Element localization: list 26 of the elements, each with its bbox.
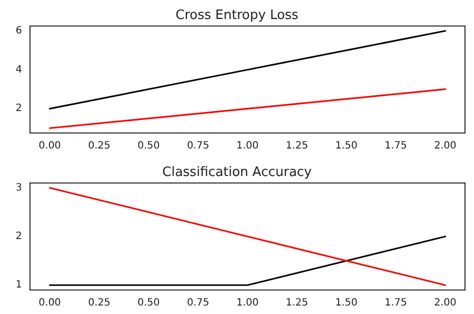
- x-tick-label: 0.50: [138, 140, 160, 152]
- x-tick-label: 0.75: [186, 298, 210, 308]
- x-tick-label: 1.75: [384, 298, 407, 308]
- x-tick-label: 2.00: [434, 140, 456, 152]
- x-tick-label: 0.25: [88, 298, 110, 308]
- x-tick-label: 0.00: [38, 298, 61, 308]
- y-tick-label: 1: [16, 280, 22, 291]
- x-tick-label: 1.25: [286, 140, 308, 152]
- y-tick-label: 2: [16, 231, 22, 242]
- y-tick-label: 2: [16, 103, 22, 114]
- x-tick-label: 1.75: [384, 140, 407, 152]
- y-tick-label: 4: [16, 64, 22, 76]
- x-tick-label: 0.00: [38, 140, 61, 152]
- x-tick-label: 1.25: [286, 298, 308, 308]
- x-tick-label: 0.75: [186, 140, 210, 152]
- y-tick-label: 3: [16, 182, 22, 194]
- x-tick-label: 2.00: [434, 298, 456, 308]
- y-tick-label: 6: [16, 25, 22, 36]
- x-tick-label: 1.00: [236, 298, 259, 308]
- x-tick-label: 1.50: [335, 298, 358, 308]
- x-tick-label: 0.25: [88, 140, 110, 152]
- x-tick-label: 0.50: [138, 298, 160, 308]
- chart-title: Classification Accuracy: [162, 165, 312, 180]
- x-tick-label: 1.50: [335, 140, 358, 152]
- chart-title: Cross Entropy Loss: [176, 8, 299, 23]
- x-tick-label: 1.00: [236, 140, 259, 152]
